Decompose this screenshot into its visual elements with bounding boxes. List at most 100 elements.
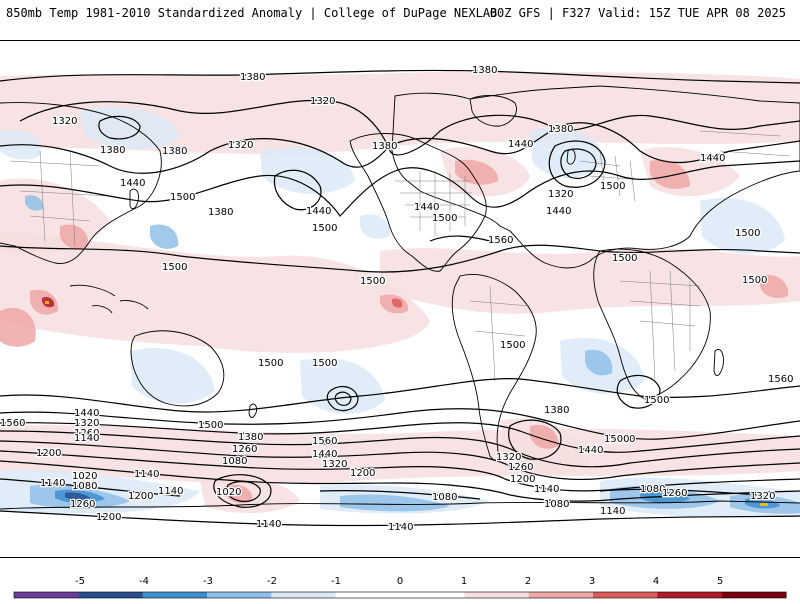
contour-label: 1320 [74,418,99,429]
contour-label: 1080 [640,484,665,495]
contour-1380-north [0,69,800,84]
warm-anomaly-strong [530,424,559,449]
contour-label: 1080 [72,481,97,492]
antarctica-coastline [0,500,800,510]
contour-label: 1500 [742,275,767,286]
contour-label: 1020 [72,471,97,482]
political-borders [9,130,791,382]
contour-label: 1500 [612,253,637,264]
contour-low-atlantic-inner [560,148,597,179]
cool-anomaly-area [360,214,391,239]
contour-label: 1200 [510,474,535,485]
contour-label: 1380 [472,65,497,76]
contour-label: 1080 [222,456,247,467]
colorbar-tick-label: 3 [589,576,595,587]
contour-low-south-atlantic [508,419,562,460]
cool-anomaly-area [130,347,215,404]
warm-anomaly-strong [225,484,253,504]
contour-label: 1560 [768,374,793,385]
colorbar-segment [464,592,530,598]
contour-label: 1020 [216,487,241,498]
contour-south-1440 [0,408,800,440]
contour-low-south-pacific [326,385,359,412]
contour-label: 1260 [232,444,257,455]
eurasia-coastline-west [0,102,162,264]
colorbar-tick-label: 5 [717,576,723,587]
contour-label: 1140 [134,469,159,480]
contour-label: 1500 [604,434,629,445]
colorbar-tick-label: 0 [397,576,403,587]
model-valid-time: 00Z GFS | F327 Valid: 15Z TUE APR 08 202… [489,6,786,20]
contour-label: 1380 [548,124,573,135]
contour-label: 1080 [432,492,457,503]
contour-label: 1260 [662,488,687,499]
africa-coastline [593,248,711,400]
colorbar-tick-label: 2 [525,576,531,587]
contour-1440-mid [0,160,800,217]
japan-coastline [129,188,139,210]
contour-label: 1200 [36,448,61,459]
contour-label: 1380 [208,207,233,218]
contour-label: 1440 [312,449,337,460]
colorbar-tick-label: -2 [267,576,277,587]
madagascar-coastline [713,348,724,377]
contour-label: 1500 [170,192,195,203]
contour-labels: 1380 1380 1320 1320 1380 1320 1380 1380 1380 1440… [0,64,795,535]
us-state-borders [395,171,472,236]
contour-south-1500 [0,378,800,413]
contour-label: 1560 [488,235,513,246]
colorbar-tick-label: -5 [75,576,85,587]
africa-borders [619,270,701,382]
contour-label: 1140 [158,486,183,497]
contour-low-atlantic [548,140,606,188]
contour-south-1380 [0,422,800,453]
colorbar-segment [78,592,144,598]
cool-anomaly-area [80,107,180,150]
contour-label: 1380 [372,141,397,152]
colorbar-segment [14,592,79,598]
contour-label: 1200 [96,512,121,523]
contour-label: 1500 [360,276,385,287]
warm-anomaly-area [380,248,800,314]
contour-label: 1440 [578,445,603,456]
colorbar-tick-label: -1 [331,576,341,587]
colorbar-tick-label: -4 [139,576,149,587]
contour-label: 1200 [350,468,375,479]
warm-anomaly-strong [0,307,36,347]
contour-label: 1560 [0,418,25,429]
contour-low-pacific [273,169,322,211]
contour-label: 1140 [40,478,65,489]
contour-label: 1260 [508,462,533,473]
south-america-coastline [451,274,537,461]
contour-label: 1320 [310,96,335,107]
colorbar-segment [400,592,465,598]
contour-label: 1260 [74,428,99,439]
warm-anomaly-peak [392,298,403,308]
cool-anomaly-strong [25,195,44,211]
world-map: 1380 1380 1320 1320 1380 1320 1380 1380 1380 1440… [0,64,800,535]
colorbar-segment [721,592,787,598]
contour-label: 1560 [312,436,337,447]
warm-anomaly-area [0,425,800,484]
contour-label: 1500 [312,358,337,369]
colorbar-segment [657,592,723,598]
colorbar-tick-label: 4 [653,576,659,587]
colorbar-tick-label: -3 [203,576,213,587]
contour-label: 1440 [120,178,145,189]
contour-label: 1140 [256,519,281,530]
contour-label: 1320 [750,491,775,502]
colorbar-segment [528,592,594,598]
contour-label: 1380 [240,72,265,83]
indonesia-coastline [69,284,149,314]
contour-label: 1380 [162,146,187,157]
cool-anomaly-strong [585,349,613,376]
cool-anomaly-strong [150,224,179,249]
contour-label: 1140 [534,484,559,495]
contour-label: 1140 [388,522,413,533]
contour-label: 1500 [312,223,337,234]
contour-label: 1320 [496,452,521,463]
warm-anomaly-peak [45,301,49,304]
contour-low-south-indian [616,374,661,409]
contour-label: 1440 [306,206,331,217]
contour-label: 1380 [100,145,125,156]
